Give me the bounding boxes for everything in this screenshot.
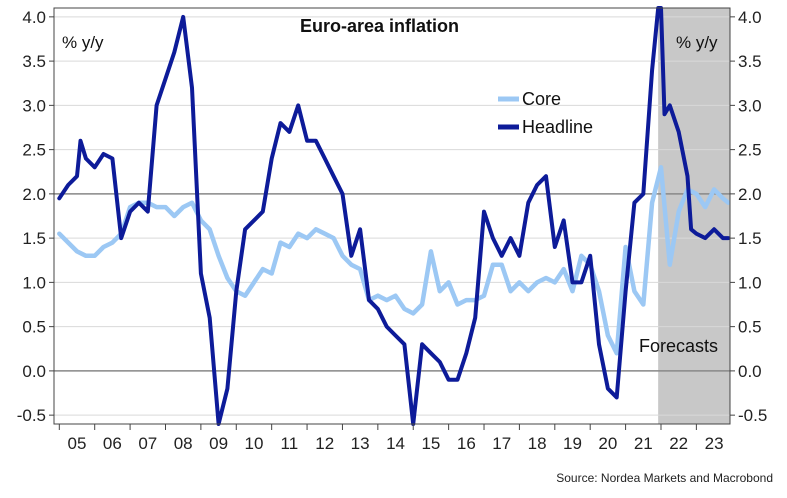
y-tick-label-left: 3.5 bbox=[22, 52, 46, 71]
y-tick-label-left: -0.5 bbox=[17, 406, 46, 425]
legend: Core Headline bbox=[498, 89, 593, 137]
plot-background bbox=[54, 8, 730, 424]
y-tick-label-left: 4.0 bbox=[22, 8, 46, 27]
x-tick-label: 05 bbox=[68, 434, 87, 453]
chart-title: Euro-area inflation bbox=[300, 16, 459, 36]
y-axis-left-unit: % y/y bbox=[62, 33, 104, 52]
y-tick-label-right: 0.0 bbox=[738, 362, 762, 381]
y-tick-label-left: 2.0 bbox=[22, 185, 46, 204]
y-tick-label-left: 0.0 bbox=[22, 362, 46, 381]
forecasts-label: Forecasts bbox=[639, 336, 718, 356]
y-tick-label-left: 2.5 bbox=[22, 141, 46, 160]
y-tick-label-right: 2.0 bbox=[738, 185, 762, 204]
forecast-shaded-region bbox=[658, 8, 730, 424]
x-tick-label: 19 bbox=[563, 434, 582, 453]
x-tick-label: 07 bbox=[138, 434, 157, 453]
y-tick-label-right: 2.5 bbox=[738, 141, 762, 160]
x-tick-label: 14 bbox=[386, 434, 405, 453]
x-tick-label: 11 bbox=[281, 434, 299, 453]
y-tick-label-left: 1.5 bbox=[22, 229, 46, 248]
y-tick-label-left: 3.0 bbox=[22, 96, 46, 115]
x-axis-ticks: 05 06 07 08 09 10 11 12 13 14 15 16 17 18 19 20 21 22 23 bbox=[58, 424, 724, 453]
y-axis-left-ticks: -0.5 0.0 0.5 1.0 1.5 2.0 2.5 3.0 3.5 4.0 bbox=[17, 8, 54, 425]
x-tick-label: 18 bbox=[528, 434, 547, 453]
x-tick-label: 09 bbox=[209, 434, 228, 453]
x-tick-label: 15 bbox=[421, 434, 440, 453]
series-line-headline bbox=[57, 6, 731, 426]
series-lines bbox=[57, 6, 731, 426]
y-tick-label-left: 1.0 bbox=[22, 273, 46, 292]
x-tick-label: 12 bbox=[315, 434, 334, 453]
legend-label-headline: Headline bbox=[522, 117, 593, 137]
plot-frame bbox=[53, 7, 731, 425]
series-line-core bbox=[57, 165, 731, 356]
x-tick-label: 13 bbox=[351, 434, 370, 453]
x-tick-label: 21 bbox=[634, 434, 653, 453]
legend-label-core: Core bbox=[522, 89, 561, 109]
y-tick-label-right: -0.5 bbox=[738, 406, 767, 425]
x-tick-label: 20 bbox=[598, 434, 617, 453]
y-tick-label-right: 4.0 bbox=[738, 8, 762, 27]
x-tick-label: 08 bbox=[174, 434, 193, 453]
y-tick-label-left: 0.5 bbox=[22, 318, 46, 337]
y-tick-label-right: 3.5 bbox=[738, 52, 762, 71]
x-tick-label: 16 bbox=[457, 434, 476, 453]
y-tick-label-right: 1.5 bbox=[738, 229, 762, 248]
x-tick-label: 17 bbox=[492, 434, 511, 453]
source-note: Source: Nordea Markets and Macrobond bbox=[556, 471, 773, 485]
y-tick-label-right: 0.5 bbox=[738, 318, 762, 337]
x-tick-label: 06 bbox=[103, 434, 122, 453]
y-axis-right-unit: % y/y bbox=[676, 33, 718, 52]
y-tick-label-right: 1.0 bbox=[738, 273, 762, 292]
x-tick-label: 22 bbox=[669, 434, 688, 453]
x-tick-label: 10 bbox=[245, 434, 264, 453]
y-tick-label-right: 3.0 bbox=[738, 96, 762, 115]
y-axis-right-ticks: -0.5 0.0 0.5 1.0 1.5 2.0 2.5 3.0 3.5 4.0 bbox=[730, 8, 767, 425]
x-tick-label: 23 bbox=[705, 434, 724, 453]
